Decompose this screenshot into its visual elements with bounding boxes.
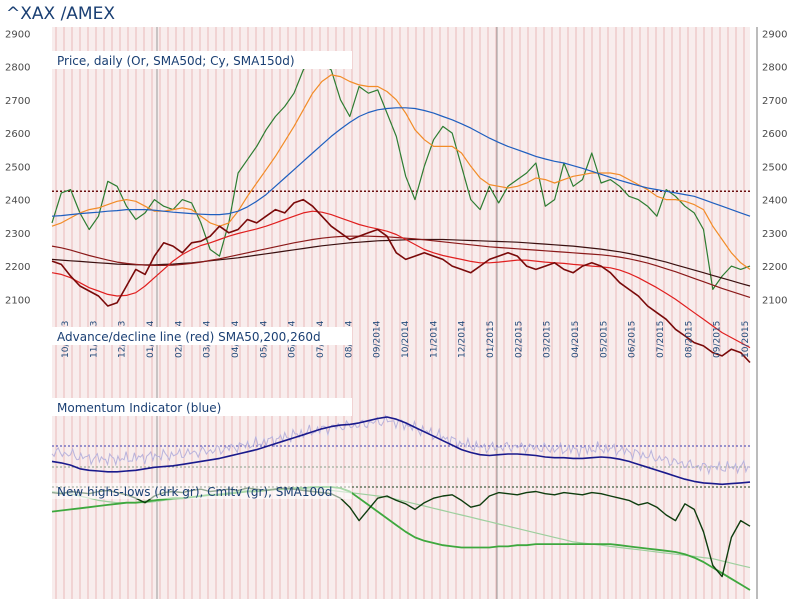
price-line bbox=[51, 55, 751, 290]
y-tick-right: 2700 bbox=[762, 96, 787, 107]
x-tick: 11/2014 bbox=[429, 320, 439, 358]
x-tick: 08/2015 bbox=[684, 321, 694, 358]
y-tick-left: 2700 bbox=[5, 96, 30, 107]
x-tick: 03/2015 bbox=[543, 321, 553, 358]
ad-line bbox=[51, 198, 751, 364]
momentum-panel-title-box bbox=[50, 398, 352, 416]
y-tick-right: 2100 bbox=[762, 295, 787, 306]
ad-panel-title: Advance/decline line (red) SMA50,200,260… bbox=[57, 330, 321, 344]
y-tick-left: 2100 bbox=[5, 295, 30, 306]
y-tick-left: 2500 bbox=[5, 162, 30, 173]
y-tick-right: 2800 bbox=[762, 63, 787, 74]
x-tick: 12/2014 bbox=[458, 320, 468, 358]
y-tick-right: 2300 bbox=[762, 229, 787, 240]
nhl-sma100d-line bbox=[51, 488, 751, 569]
x-tick: 06/2015 bbox=[628, 321, 638, 358]
ad-sma50-line bbox=[51, 210, 751, 349]
x-tick: 07/2015 bbox=[656, 321, 666, 358]
ad-panel-title-box bbox=[50, 327, 352, 345]
nhl-panel-title: New highs-lows (drk gr), Cmltv (gr), SMA… bbox=[57, 485, 332, 499]
x-tick: 09/2015 bbox=[713, 321, 723, 358]
x-tick: 10/2014 bbox=[401, 320, 411, 358]
nhl-panel-title-box bbox=[50, 483, 352, 499]
price-panel-title: Price, daily (Or, SMA50d; Cy, SMA150d) bbox=[57, 54, 295, 68]
y-tick-right: 2900 bbox=[762, 29, 787, 40]
y-tick-left: 2600 bbox=[5, 129, 30, 140]
x-tick: 09/2014 bbox=[373, 320, 383, 358]
momentum-line bbox=[51, 416, 751, 486]
y-tick-left: 2800 bbox=[5, 63, 30, 74]
y-tick-right: 2400 bbox=[762, 196, 787, 207]
x-tick: 10/2015 bbox=[741, 321, 751, 358]
x-tick: 05/2015 bbox=[599, 321, 609, 358]
y-tick-right: 2600 bbox=[762, 129, 787, 140]
price-panel-title-box bbox=[50, 51, 352, 69]
x-tick: 02/2015 bbox=[514, 321, 524, 358]
title-box bbox=[0, 0, 500, 26]
momentum-noise-band bbox=[51, 414, 751, 476]
x-tick: 04/2015 bbox=[571, 321, 581, 358]
y-tick-right: 2200 bbox=[762, 262, 787, 273]
momentum-panel-title: Momentum Indicator (blue) bbox=[57, 401, 221, 415]
chart-title: ^XAX /AMEX bbox=[6, 4, 115, 24]
x-tick: 01/2015 bbox=[486, 321, 496, 358]
y-tick-left: 2400 bbox=[5, 196, 30, 207]
sma150d-line bbox=[51, 107, 751, 217]
y-tick-left: 2200 bbox=[5, 262, 30, 273]
sma50d-line bbox=[51, 74, 751, 270]
y-tick-left: 2300 bbox=[5, 229, 30, 240]
y-tick-left: 2900 bbox=[5, 29, 30, 40]
y-tick-right: 2500 bbox=[762, 162, 787, 173]
ad-sma260-line bbox=[51, 238, 751, 287]
